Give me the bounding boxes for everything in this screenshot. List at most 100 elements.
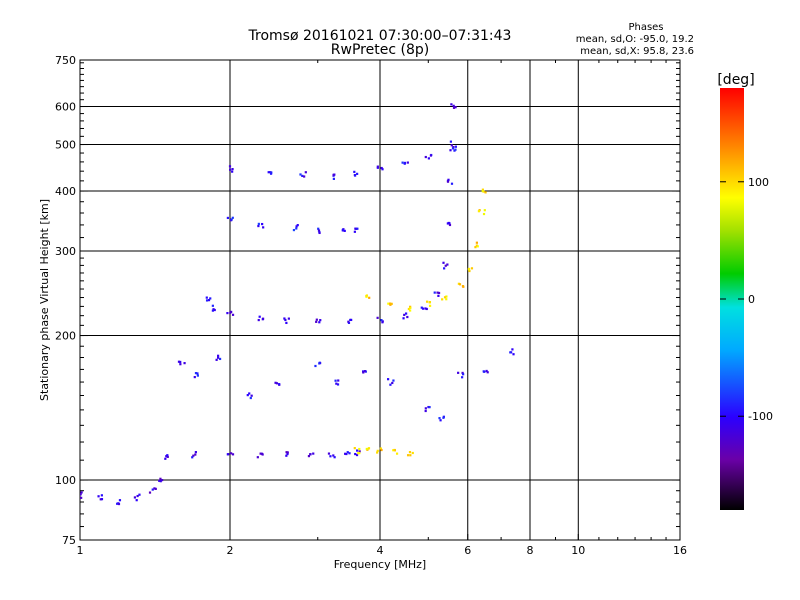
data-point bbox=[207, 299, 211, 302]
data-point bbox=[389, 303, 392, 306]
data-point bbox=[177, 360, 181, 363]
data-point bbox=[445, 298, 448, 301]
data-point bbox=[449, 149, 452, 152]
data-point bbox=[307, 455, 311, 458]
data-point bbox=[205, 296, 208, 299]
data-point bbox=[218, 357, 222, 361]
data-point bbox=[285, 451, 288, 454]
data-point bbox=[230, 452, 233, 455]
data-point bbox=[376, 316, 379, 319]
data-point bbox=[476, 245, 479, 248]
data-point bbox=[481, 188, 484, 191]
data-point bbox=[452, 146, 455, 149]
data-point bbox=[136, 494, 139, 498]
data-point bbox=[304, 171, 307, 174]
data-point bbox=[425, 300, 429, 303]
data-point bbox=[337, 379, 340, 382]
data-point bbox=[327, 452, 331, 455]
stats-heading: Phases bbox=[628, 22, 663, 33]
data-point bbox=[231, 170, 234, 173]
data-point bbox=[365, 447, 368, 451]
data-point bbox=[461, 376, 464, 379]
data-point bbox=[159, 477, 162, 480]
data-point bbox=[392, 379, 395, 382]
data-point bbox=[353, 230, 356, 233]
data-point bbox=[389, 383, 392, 386]
data-point bbox=[358, 447, 361, 451]
data-point bbox=[458, 283, 462, 286]
data-point bbox=[274, 381, 277, 384]
x-tick-label: 1 bbox=[77, 544, 84, 557]
data-point bbox=[191, 456, 194, 459]
data-point bbox=[261, 453, 264, 456]
data-point bbox=[333, 456, 336, 459]
data-point bbox=[450, 182, 454, 185]
data-point bbox=[403, 313, 406, 316]
data-point bbox=[159, 480, 162, 483]
data-point bbox=[483, 209, 486, 212]
data-point bbox=[217, 354, 220, 357]
data-point bbox=[421, 307, 425, 310]
data-point bbox=[380, 166, 383, 170]
data-point bbox=[420, 306, 423, 309]
data-point bbox=[269, 172, 273, 175]
data-point bbox=[365, 294, 368, 297]
data-point bbox=[376, 451, 379, 454]
data-point bbox=[341, 228, 345, 231]
data-point bbox=[100, 494, 103, 497]
x-axis-label: Frequency [MHz] bbox=[334, 558, 426, 571]
data-point bbox=[376, 165, 379, 168]
data-point bbox=[367, 447, 371, 450]
data-point bbox=[80, 492, 82, 496]
data-point bbox=[368, 296, 371, 299]
data-point bbox=[332, 177, 335, 180]
data-point bbox=[196, 372, 199, 375]
data-point bbox=[329, 455, 332, 458]
data-point bbox=[450, 144, 453, 147]
data-point bbox=[315, 320, 318, 323]
data-point bbox=[409, 454, 412, 457]
y-tick-label: 500 bbox=[55, 139, 76, 152]
data-point bbox=[380, 319, 383, 322]
data-point bbox=[138, 493, 141, 496]
data-point bbox=[467, 268, 471, 271]
data-point bbox=[212, 308, 215, 311]
data-point bbox=[446, 263, 449, 266]
data-point bbox=[158, 479, 161, 482]
data-point bbox=[318, 231, 321, 235]
data-point bbox=[356, 449, 359, 452]
data-point bbox=[411, 451, 414, 455]
data-point bbox=[336, 383, 340, 386]
data-point bbox=[391, 381, 394, 385]
data-point bbox=[441, 298, 444, 301]
x-tick-label: 2 bbox=[227, 544, 234, 557]
data-point bbox=[477, 210, 481, 213]
data-point bbox=[409, 306, 412, 309]
data-point bbox=[228, 165, 232, 168]
data-point bbox=[428, 300, 432, 304]
data-point bbox=[332, 173, 335, 176]
data-point bbox=[118, 499, 122, 502]
data-point bbox=[80, 491, 83, 494]
data-point bbox=[450, 103, 453, 106]
data-point bbox=[395, 452, 399, 455]
data-point bbox=[362, 371, 365, 374]
data-point bbox=[350, 318, 353, 322]
data-point bbox=[183, 362, 186, 365]
colorbar-tick-label: 0 bbox=[748, 293, 755, 306]
data-point bbox=[343, 229, 346, 232]
data-point bbox=[194, 451, 197, 454]
y-tick-label: 600 bbox=[55, 101, 76, 114]
data-point bbox=[363, 370, 367, 373]
data-point bbox=[301, 174, 304, 178]
data-point bbox=[442, 416, 445, 419]
data-point bbox=[443, 267, 446, 270]
data-point bbox=[457, 371, 460, 374]
data-point bbox=[179, 360, 182, 364]
data-point bbox=[287, 317, 290, 320]
data-point bbox=[470, 267, 474, 270]
data-point bbox=[315, 318, 318, 321]
data-point bbox=[285, 454, 288, 457]
data-point bbox=[462, 373, 465, 376]
data-point bbox=[448, 222, 451, 225]
